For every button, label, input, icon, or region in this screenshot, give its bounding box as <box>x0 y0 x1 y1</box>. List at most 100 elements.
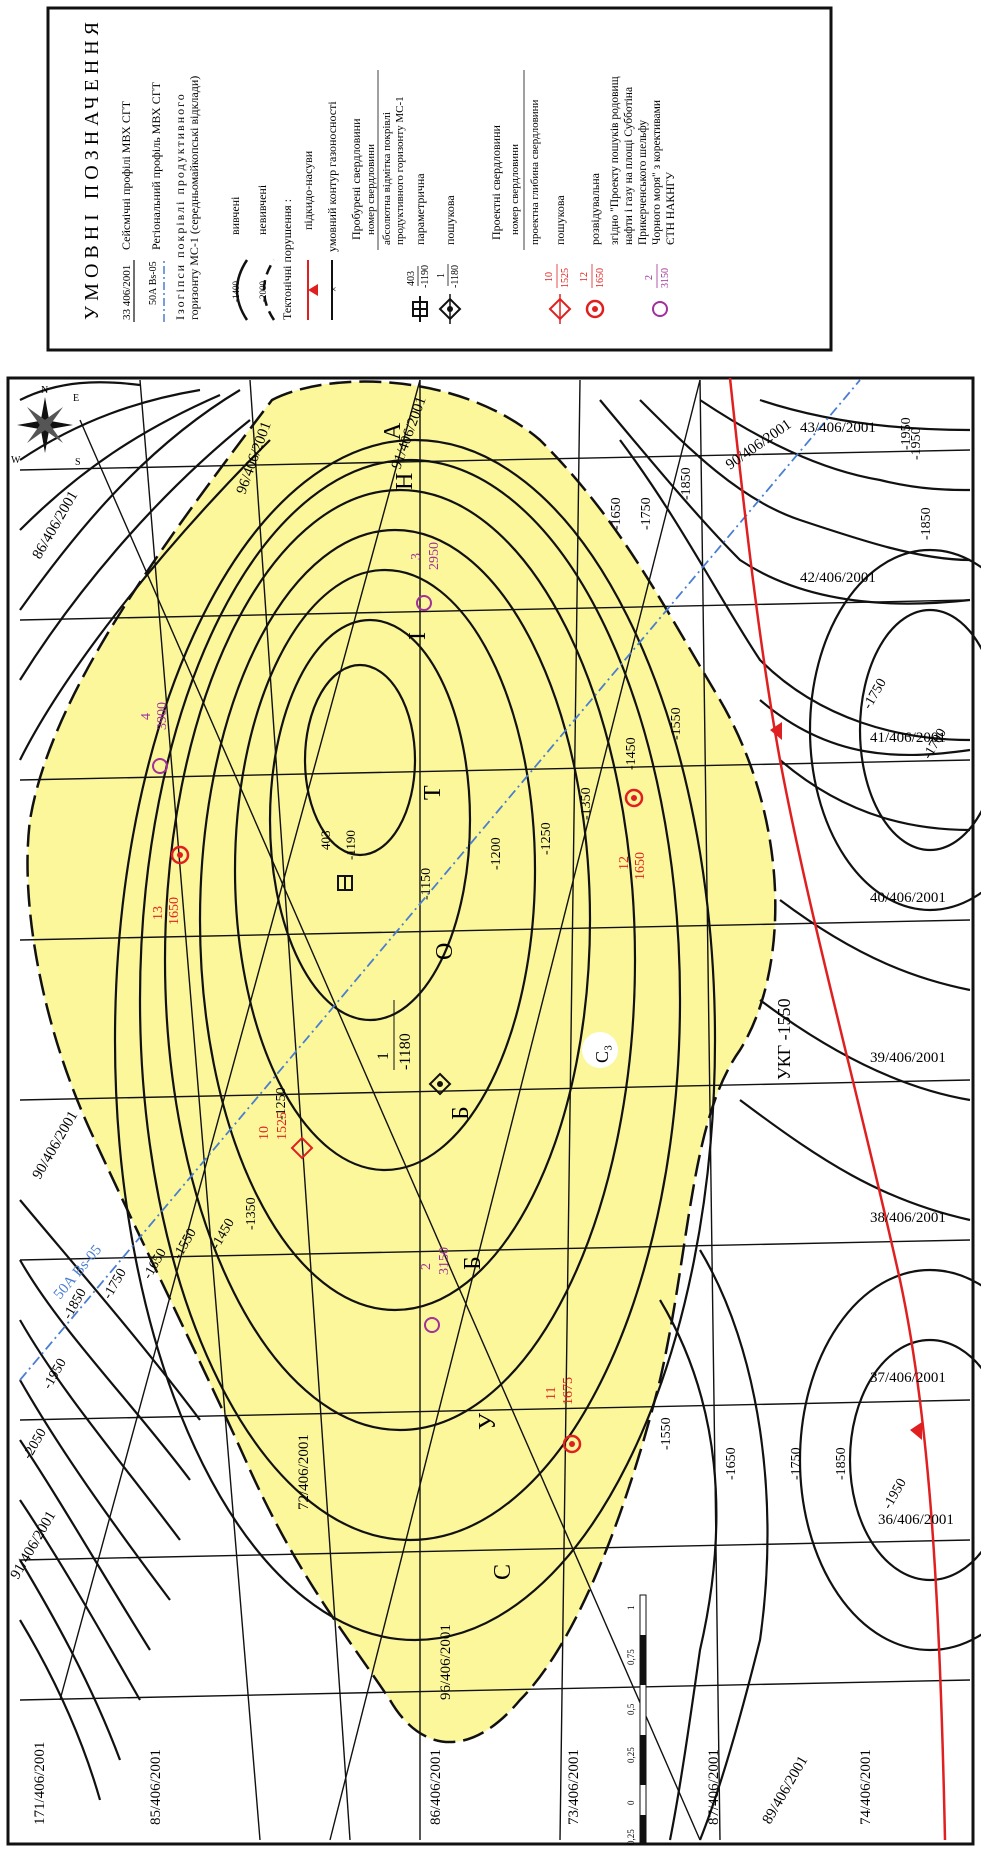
fault-line <box>728 377 947 1841</box>
profile-label: 73/406/2001 <box>566 1749 582 1825</box>
contour-label: -1950 <box>899 417 914 450</box>
well-13: 13 1650 <box>151 845 190 925</box>
contour-label: -1550 <box>669 707 684 740</box>
well-11-val: 1675 <box>561 1377 576 1405</box>
well-403-val: -1190 <box>343 830 358 860</box>
well-4-val: 3900 <box>155 702 170 730</box>
well-13-num: 13 <box>151 906 166 920</box>
structure-letter: У <box>475 1413 501 1430</box>
legend-proj-other-2: нафти і газу на площі Субботіна <box>623 87 635 245</box>
contour-label: -1550 <box>659 1417 674 1450</box>
well-11-num: 11 <box>544 1387 559 1400</box>
legend-proj-search-val: 1525 <box>560 268 571 288</box>
legend-isohypse-1: Ізогіпси покрівлі продуктивного <box>173 92 187 320</box>
profile-label: 86/406/2001 <box>428 1749 444 1825</box>
contour-label: -1150 <box>419 868 434 900</box>
structure-letter: С <box>490 1564 516 1580</box>
legend-unreliable-value: -2000 <box>258 281 268 302</box>
legend-gas-contour: умовний контур газоносності <box>325 101 339 252</box>
scale-tick: 0,25 <box>626 1747 636 1763</box>
contour-label: -1850 <box>679 467 694 500</box>
contour-label: -1350 <box>579 787 594 820</box>
profile-label: 43/406/2001 <box>800 420 876 436</box>
well-1-num: 1 <box>375 1052 392 1060</box>
legend-proj-other-4: Чорного моря" з корективами <box>651 100 663 245</box>
legend-proj-explore-label: розвідувальна <box>588 172 602 245</box>
profile-label: 37/406/2001 <box>870 1370 946 1386</box>
compass-s: S <box>75 457 81 468</box>
scale-tick: 0,75 <box>626 1649 636 1665</box>
structure-letter: Н <box>392 473 418 490</box>
compass-n: N <box>41 385 48 396</box>
legend-search-label: пошукова <box>443 195 457 245</box>
legend: УМОВНІ ПОЗНАЧЕННЯ 33 406/2001 Сейсмічні … <box>46 6 833 352</box>
well-12: 12 1650 <box>617 788 648 880</box>
structure-name: С У Б Б О Т І Н А <box>380 422 516 1580</box>
profile-label: 40/406/2001 <box>870 890 946 906</box>
well-403: 403 -1190 <box>318 830 358 891</box>
legend-tectonic-item: підкидо-насуви <box>301 150 315 230</box>
legend-proj-number-line: номер свердловини <box>509 144 521 235</box>
legend-regional-sample: 50А Bs-05 <box>148 261 159 305</box>
profile-label: 87/406/2001 <box>706 1749 722 1825</box>
profile-label: 74/406/2001 <box>858 1749 874 1825</box>
legend-proj-search-num: 10 <box>544 272 555 282</box>
ukg-label: УКГ -1550 <box>774 998 794 1080</box>
legend-drilled-title: Пробурені свердловини <box>349 118 363 240</box>
legend-tectonic-title: Тектонічні порушення : <box>280 199 294 320</box>
well-1: 1 -1180 <box>375 1000 452 1096</box>
contour-label: -1850 <box>919 507 934 540</box>
profile-label: 96/406/2001 <box>438 1624 454 1700</box>
compass-w: W <box>11 455 21 466</box>
contour-label: -1750 <box>639 497 654 530</box>
legend-isohypse-2: горизонту МС-1 (середньомайкопські відкл… <box>187 76 201 320</box>
scale-tick: 0,25 <box>626 1829 636 1845</box>
legend-proj-other-3: Прикерченського шельфу <box>637 120 649 245</box>
scale-tick: 0,5 <box>626 1703 636 1715</box>
well-12-val: 1650 <box>633 852 648 880</box>
compass-e: E <box>73 393 79 404</box>
legend-title: УМОВНІ ПОЗНАЧЕННЯ <box>81 17 103 320</box>
legend-well-number-line: номер свердловини <box>365 144 377 235</box>
profile-label: 41/406/2001 <box>870 730 946 746</box>
profile-label: 171/406/2001 <box>32 1742 48 1825</box>
legend-reliable-value: -1400 <box>231 281 241 302</box>
well-2: 2 3150 <box>419 1247 452 1333</box>
legend-search-val: -1180 <box>450 265 461 288</box>
legend-seismic-sample: 33 406/2001 <box>121 265 133 320</box>
well-10-num: 10 <box>257 1126 272 1140</box>
structure-letter: А <box>380 422 406 440</box>
structure-letter: І <box>405 632 431 640</box>
legend-abs-mark-1: абсолютна відмітка покрівлі <box>381 112 393 245</box>
legend-seismic-text: Сейсмічні профілі МВХ СГТ <box>119 100 133 250</box>
profile-label: 38/406/2001 <box>870 1210 946 1226</box>
scale-tick: 1 <box>626 1606 636 1611</box>
legend-param-label: параметрична <box>413 173 427 245</box>
zone-label: С₃ <box>592 1045 612 1063</box>
well-3: 3 2950 <box>409 542 442 611</box>
compass-rose-icon: N S W E <box>11 385 81 468</box>
contour-label: -1650 <box>609 497 624 530</box>
well-4: 4 3900 <box>139 702 170 774</box>
well-2-val: 3150 <box>437 1247 452 1275</box>
contour-label: -1350 <box>244 1197 259 1230</box>
well-2-num: 2 <box>419 1263 434 1270</box>
legend-unreliable-label: невивчені <box>255 184 269 235</box>
legend-search-num: 1 <box>436 273 447 278</box>
profile-label: 36/406/2001 <box>878 1512 954 1528</box>
legend-regional-text: Регіональний профіль МВХ СГТ <box>149 81 163 250</box>
contour-label: -1850 <box>834 1447 849 1480</box>
wells: 403 -1190 1 -1180 10 1525 1 2 <box>139 542 648 1454</box>
profile-label: 85/406/2001 <box>148 1749 164 1825</box>
structure-letter: Б <box>460 1256 486 1270</box>
legend-proj-explore-num: 12 <box>579 272 590 282</box>
contour-label: -1200 <box>489 837 504 870</box>
well-3-val: 2950 <box>427 542 442 570</box>
well-10-val: 1525 <box>275 1112 290 1140</box>
profile-label: 72/406/2001 <box>296 1434 312 1510</box>
structure-letter: Т <box>420 785 446 800</box>
legend-proj-depth-line: проектна глибина свердловини <box>529 99 541 245</box>
legend-proj-other-val: 3150 <box>660 268 671 288</box>
legend-proj-explore-val: 1650 <box>595 268 606 288</box>
